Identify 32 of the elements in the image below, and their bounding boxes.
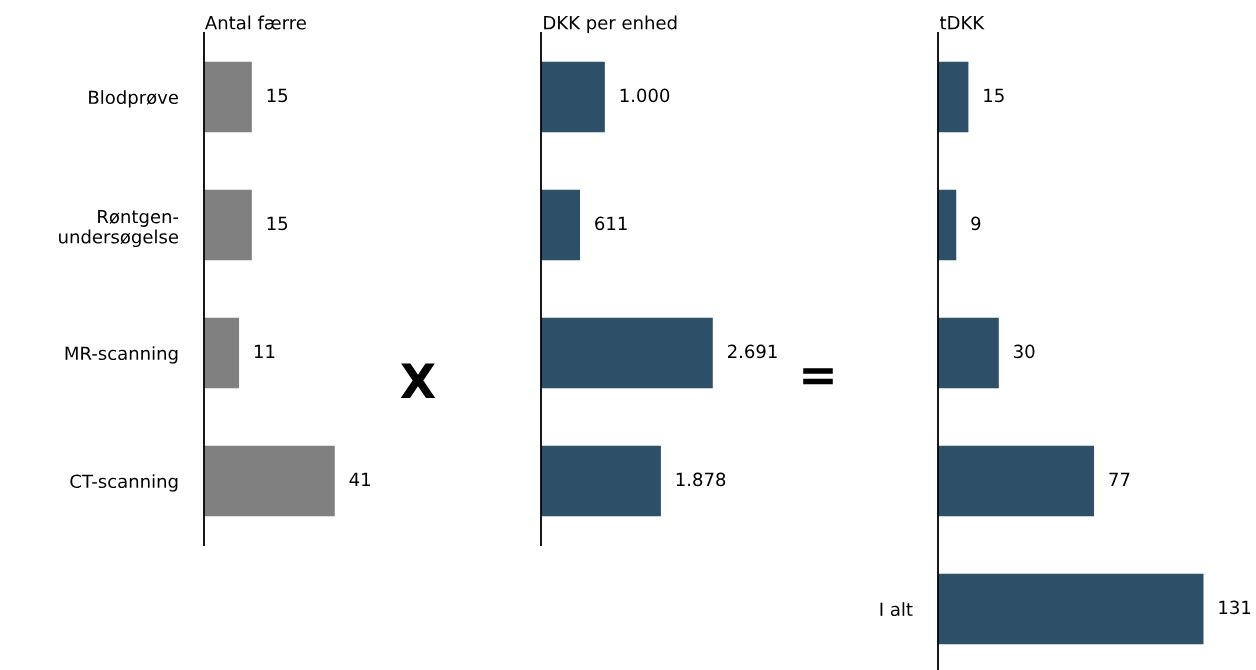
y-tick-label: I alt [880, 602, 913, 617]
bar [938, 445, 1095, 517]
text: = [803, 368, 833, 385]
bar [541, 61, 605, 133]
data-label: 611 [595, 216, 627, 231]
data-label: 30 [1014, 344, 1035, 359]
data-label: 9 [971, 216, 981, 231]
chart-title: tDKK [939, 16, 985, 30]
bar [541, 317, 713, 389]
data-label: 2.691 [727, 344, 777, 359]
y-tick-label: Blodprøve [89, 90, 179, 108]
data-label: 11 [254, 344, 275, 358]
bar [938, 61, 969, 133]
text: X [400, 363, 436, 399]
bar [938, 573, 1204, 645]
y-tick-label: MR-scanning [65, 346, 178, 364]
bar [938, 317, 999, 389]
data-label: 1.878 [676, 472, 726, 487]
y-tick-label: CT-scanning [70, 474, 178, 492]
bar [938, 189, 957, 261]
data-label: 131 [1219, 600, 1251, 615]
y-tick-label: Røntgen- undersøgelse [59, 209, 179, 248]
data-label: 15 [267, 88, 288, 103]
chart-title: Antal færre [204, 15, 306, 30]
bar [541, 189, 580, 261]
data-label: 77 [1109, 472, 1130, 486]
data-label: 15 [984, 88, 1004, 103]
data-label: 15 [267, 216, 288, 231]
data-label: 41 [349, 472, 370, 486]
chart-title: DKK per enhed [544, 15, 677, 33]
bar [541, 445, 661, 517]
data-label: 1.000 [620, 88, 670, 103]
